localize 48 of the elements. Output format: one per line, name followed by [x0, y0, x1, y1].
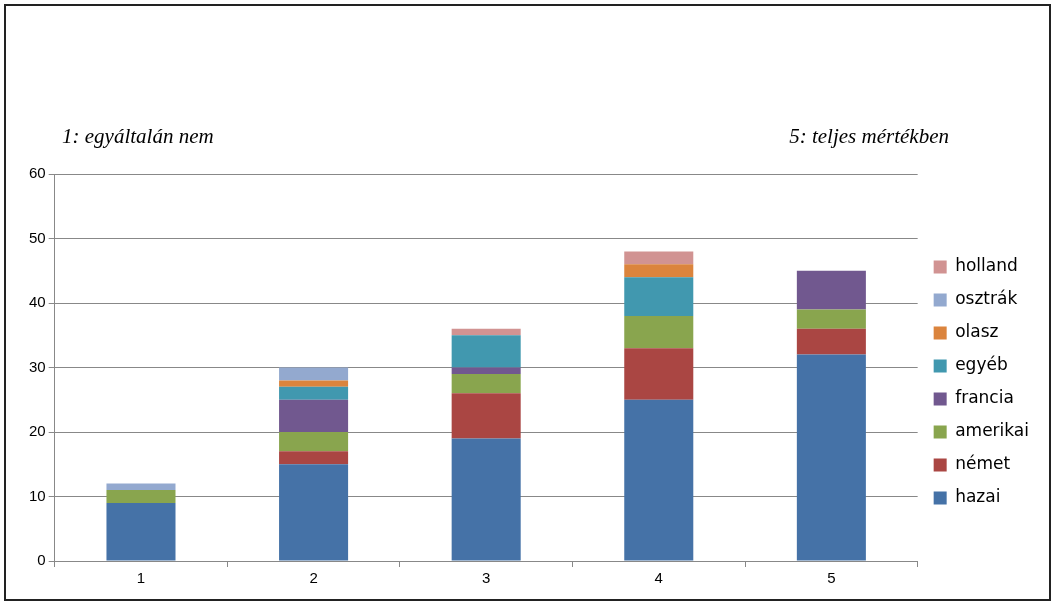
bar: [796, 328, 866, 355]
legend-label: olasz: [955, 321, 999, 342]
y-tick-label: 50: [29, 228, 46, 246]
bar: [451, 367, 521, 374]
bar: [279, 380, 349, 387]
bar: [279, 432, 349, 452]
x-tick-label: 2: [309, 569, 318, 587]
y-tick-label: 40: [29, 293, 46, 311]
bar: [796, 354, 866, 561]
x-tick-label: 4: [654, 569, 663, 587]
y-tick-label: 60: [29, 164, 46, 182]
bar: [106, 483, 176, 491]
bar: [279, 451, 349, 465]
bar: [624, 251, 694, 265]
y-tick-label: 30: [29, 357, 46, 375]
y-tick-label: 20: [29, 422, 46, 440]
y-tick-label: 0: [37, 551, 46, 569]
x-tick-label: 3: [482, 569, 491, 587]
bar: [451, 335, 521, 368]
text: 1: egyáltalán nem: [62, 124, 214, 149]
bar: [451, 373, 521, 394]
legend-label: francia: [955, 387, 1014, 408]
text: 5: teljes mértékben: [789, 124, 949, 149]
bar: [624, 264, 694, 278]
bar: [451, 328, 521, 336]
y-tick-label: 10: [29, 486, 46, 504]
bar: [624, 315, 694, 349]
bar: [624, 348, 694, 400]
bar: [451, 393, 521, 439]
bar: [279, 464, 349, 561]
legend-label: holland: [955, 255, 1018, 276]
bar: [106, 490, 176, 503]
bar: [624, 399, 694, 561]
bar: [624, 277, 694, 316]
x-tick-label: 5: [827, 569, 836, 587]
legend-label: egyéb: [955, 354, 1008, 375]
bar: [279, 399, 349, 432]
legend-label: hazai: [955, 486, 1001, 507]
x-tick-label: 1: [136, 569, 146, 587]
legend-label: német: [955, 453, 1011, 474]
bar: [106, 502, 176, 561]
bar: [796, 270, 866, 310]
legend-label: osztrák: [955, 288, 1018, 309]
bar: [451, 438, 521, 561]
bar: [796, 309, 866, 329]
legend-label: amerikai: [955, 420, 1030, 441]
bar: [279, 386, 349, 400]
bar: [279, 367, 349, 381]
